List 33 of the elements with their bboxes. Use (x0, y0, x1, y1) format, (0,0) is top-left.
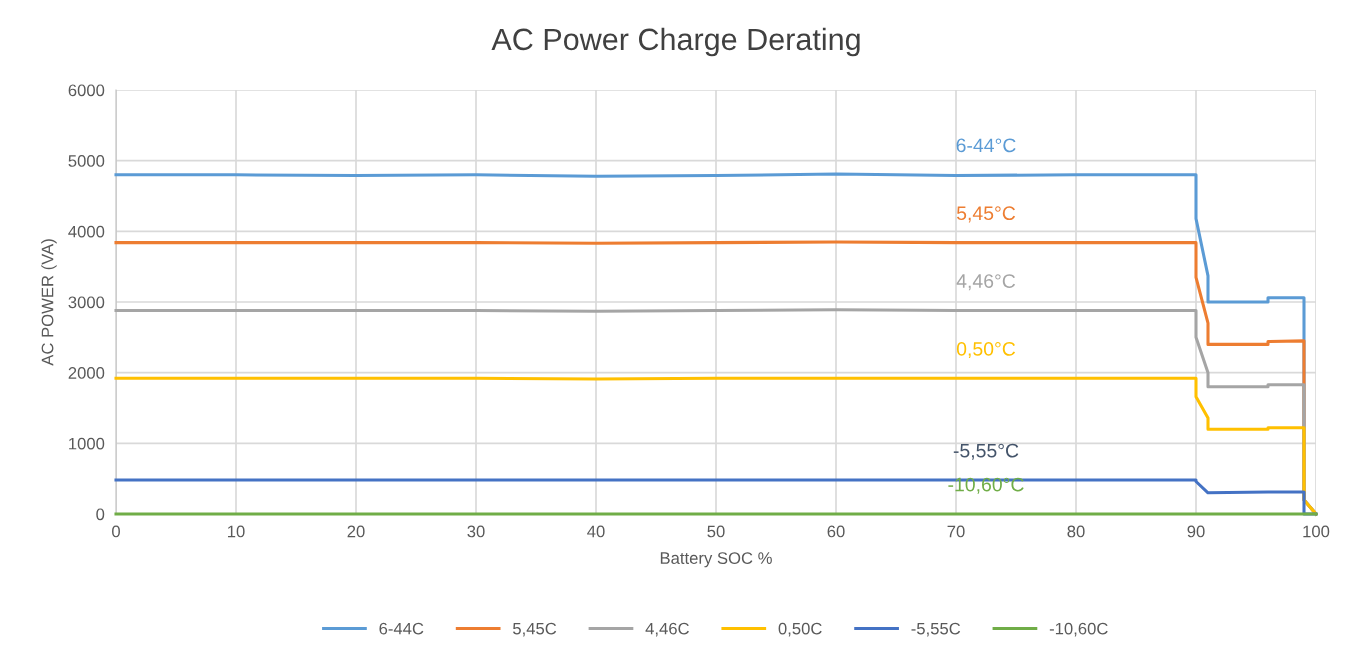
x-tick-label: 10 (228, 525, 245, 538)
annotation: 0,50°C (956, 341, 1016, 359)
x-tick-label: 80 (1067, 525, 1085, 538)
y-tick-label: 6000 (68, 84, 105, 97)
y-tick-label: 4000 (68, 225, 105, 238)
legend-label: 6-44C (379, 622, 424, 635)
annotation: 5,45°C (956, 206, 1016, 223)
x-tick-label: 60 (827, 525, 845, 538)
y-tick-label: 5000 (68, 155, 105, 167)
x-tick-label: 20 (347, 525, 365, 538)
x-tick-label: 40 (587, 525, 605, 538)
annotation: 6-44°C (956, 138, 1016, 153)
legend-label: 4,46C (645, 622, 689, 637)
annotation: -5,55°C (953, 443, 1019, 460)
legend-label: -5,55C (911, 622, 961, 637)
x-tick-label: 90 (1187, 525, 1205, 538)
legend-label: 0,50C (778, 622, 822, 637)
y-tick-label: 2000 (68, 367, 105, 379)
y-axis-title: AC POWER (VA) (41, 239, 57, 366)
x-tick-label: 50 (707, 525, 725, 538)
y-tick-label: 1000 (69, 437, 105, 450)
x-tick-label: 100 (1303, 525, 1330, 538)
y-tick-label: 0 (96, 508, 105, 521)
x-tick-label: 30 (467, 525, 485, 538)
annotation: -10,60°C (948, 477, 1024, 494)
chart-title: AC Power Charge Derating (491, 27, 860, 57)
x-tick-label: 70 (947, 525, 965, 538)
x-axis-title: Battery SOC % (660, 552, 772, 568)
legend-label: -10,60C (1049, 622, 1108, 637)
x-tick-label: 0 (112, 525, 120, 538)
legend-label: 5,45C (513, 622, 557, 637)
annotation: 4,46°C (956, 274, 1016, 291)
y-tick-label: 3000 (68, 296, 105, 309)
